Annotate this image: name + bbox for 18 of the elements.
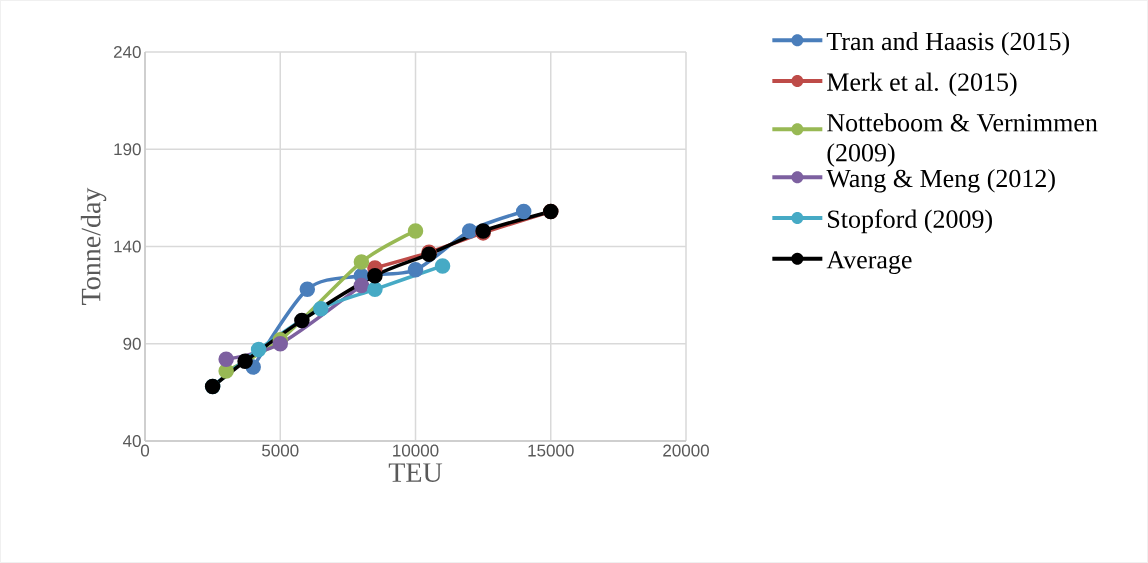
y-tick-label: 40: [122, 434, 141, 448]
legend-label: Average: [826, 251, 912, 274]
legend-label: Wang & Meng (2012): [826, 168, 1055, 193]
x-axis-title: TEU: [388, 463, 443, 483]
x-tick-label: 10000: [393, 444, 439, 457]
y-tick-label: 240: [113, 45, 141, 59]
y-tick-label: 90: [123, 337, 141, 350]
legend-label: Tran and Haasis (2015): [826, 31, 1070, 56]
legend-label: Notteboom & Vernimmen (2009): [827, 113, 1098, 167]
legend-label: Merk et al. (2015): [827, 72, 1017, 97]
x-tick-label: 0: [140, 444, 150, 457]
x-tick-label: 20000: [663, 444, 709, 457]
y-axis-title: Tonne/day: [80, 187, 107, 305]
y-tick-label: 140: [114, 240, 141, 253]
legend-label: Stopford (2009): [828, 209, 992, 234]
y-tick-label: 190: [114, 143, 141, 156]
x-tick-label: 5000: [262, 444, 299, 457]
x-tick-label: 15000: [528, 444, 574, 457]
